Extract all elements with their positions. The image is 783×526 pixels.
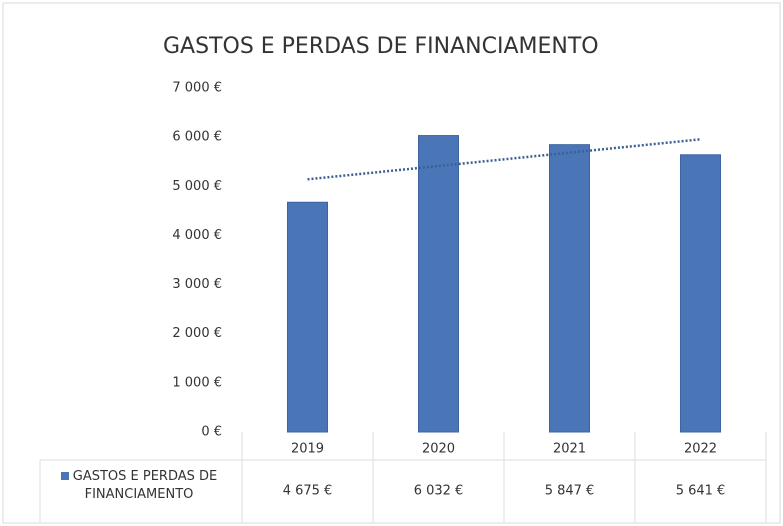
trendline	[307, 138, 701, 181]
y-tick-label: 0 €	[201, 425, 222, 440]
legend-key	[60, 472, 69, 480]
bar	[287, 201, 328, 433]
x-tick-label: 2022	[684, 442, 717, 457]
y-tick-label: 1 000 €	[172, 375, 222, 390]
table-value: 5 847 €	[545, 484, 595, 499]
legend: GASTOS E PERDAS DE FINANCIAMENTO	[50, 468, 228, 504]
y-tick-label: 3 000 €	[172, 277, 222, 292]
x-tick-label: 2020	[422, 442, 455, 457]
legend-label: GASTOS E PERDAS DE FINANCIAMENTO	[72, 469, 218, 502]
chart-title: GASTOS E PERDAS DE FINANCIAMENTO	[163, 34, 599, 59]
bar	[549, 144, 590, 433]
y-tick-label: 5 000 €	[172, 179, 222, 194]
y-tick-label: 7 000 €	[172, 81, 222, 96]
y-tick-label: 6 000 €	[172, 130, 222, 145]
bar	[680, 154, 721, 433]
x-tick-label: 2019	[291, 442, 324, 457]
bar	[418, 135, 459, 433]
y-tick-label: 4 000 €	[172, 228, 222, 243]
table-value: 5 641 €	[676, 484, 726, 499]
table-value: 6 032 €	[414, 484, 464, 499]
x-tick-label: 2021	[553, 442, 586, 457]
y-tick-label: 2 000 €	[172, 326, 222, 341]
table-value: 4 675 €	[283, 484, 333, 499]
